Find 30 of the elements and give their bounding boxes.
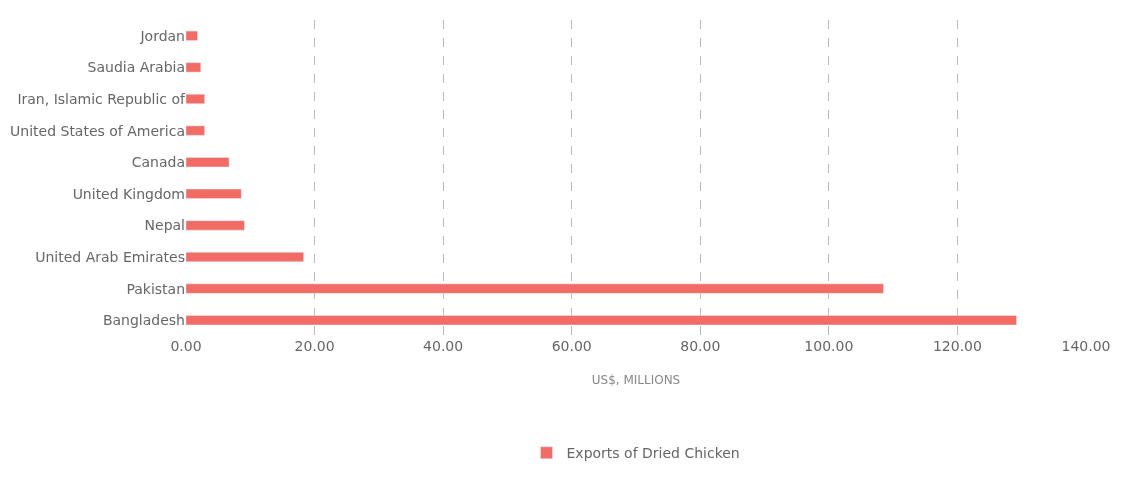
y-tick-label: Canada — [131, 154, 185, 171]
bar — [186, 125, 205, 136]
bar — [186, 157, 230, 168]
legend-label: Exports of Dried Chicken — [566, 445, 740, 462]
y-tick-label: United Arab Emirates — [35, 248, 185, 265]
y-tick-label: United States of America — [10, 122, 185, 139]
bar — [186, 62, 202, 73]
bar — [186, 94, 205, 104]
bar — [186, 220, 245, 231]
x-tick-label: 40.00 — [423, 338, 464, 354]
y-tick-label: Bangladesh — [102, 312, 185, 329]
x-tick-label: 20.00 — [294, 338, 335, 354]
y-tick-label: Iran, Islamic Republic of — [17, 90, 187, 107]
x-tick-label: 100.00 — [804, 338, 854, 354]
y-tick-label: Saudia Arabia — [87, 59, 185, 76]
y-tick-label: United Kingdom — [72, 185, 185, 202]
y-tick-label: Pakistan — [126, 280, 185, 297]
bar — [186, 188, 242, 199]
bar — [186, 283, 884, 294]
bar — [186, 30, 198, 41]
x-tick-label: 60.00 — [551, 338, 592, 354]
bar — [186, 315, 1017, 326]
y-tick-label: Nepal — [144, 217, 185, 234]
x-tick-label: 0.00 — [170, 338, 202, 354]
y-tick-label: Jordan — [139, 27, 185, 44]
x-tick-label: 120.00 — [932, 338, 982, 354]
x-tick-label: 80.00 — [680, 338, 721, 354]
bar — [186, 252, 304, 262]
x-axis-title: US$, MILLIONS — [591, 372, 681, 387]
x-tick-label: 140.00 — [1061, 338, 1111, 354]
